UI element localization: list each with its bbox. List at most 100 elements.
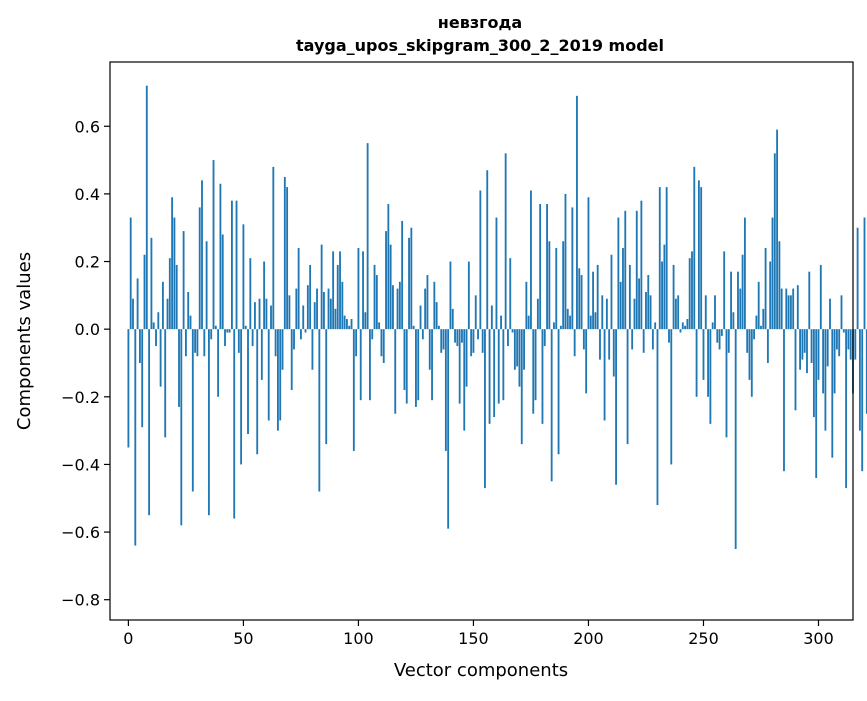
bar-204 [596, 264, 599, 330]
y-tick-label: 0.2 [75, 253, 100, 272]
bar-23 [180, 329, 183, 526]
bar-143 [456, 329, 459, 347]
bar-171 [520, 329, 523, 445]
bar-220 [633, 298, 636, 330]
bar-16 [164, 329, 167, 438]
bar-297 [810, 329, 813, 363]
bar-230 [656, 329, 659, 506]
bar-238 [674, 298, 677, 330]
bar-1 [129, 217, 132, 330]
bar-25 [184, 329, 187, 357]
y-tick-label: 0.0 [75, 320, 100, 339]
bar-256 [716, 329, 719, 343]
bar-209 [608, 329, 611, 360]
bar-245 [691, 251, 693, 330]
bar-214 [619, 281, 622, 330]
bar-49 [240, 329, 243, 465]
bar-270 [748, 329, 751, 380]
bar-142 [454, 329, 456, 343]
bar-229 [654, 322, 657, 330]
bar-202 [592, 271, 594, 330]
bar-272 [753, 329, 756, 340]
bar-311 [842, 329, 845, 333]
bar-78 [306, 285, 309, 330]
y-tick-label: 0.4 [75, 185, 100, 204]
bar-286 [785, 288, 788, 330]
bar-44 [228, 329, 231, 333]
bar-63 [272, 166, 275, 330]
bar-109 [378, 322, 381, 330]
bar-130 [426, 275, 429, 330]
bar-187 [557, 329, 560, 455]
y-tick-label: −0.2 [61, 388, 100, 407]
bar-195 [576, 95, 578, 330]
x-tick-label: 200 [573, 629, 604, 648]
bar-52 [247, 329, 249, 434]
bar-160 [495, 217, 498, 330]
bar-0 [127, 329, 130, 448]
bar-150 [472, 329, 475, 353]
bar-208 [605, 298, 608, 330]
bar-29 [194, 329, 197, 353]
bar-115 [392, 285, 394, 330]
x-tick-label: 250 [688, 629, 719, 648]
bar-111 [382, 329, 385, 363]
bar-300 [817, 329, 820, 380]
bar-320 [863, 217, 866, 330]
bar-40 [219, 183, 222, 330]
bar-47 [235, 200, 238, 330]
bar-89 [332, 251, 335, 330]
bar-166 [509, 258, 512, 330]
bar-306 [831, 329, 834, 458]
bar-4 [136, 278, 139, 330]
bar-216 [624, 210, 627, 330]
bar-87 [327, 288, 330, 330]
bar-9 [148, 329, 151, 516]
bar-162 [500, 315, 502, 330]
bar-170 [518, 329, 521, 387]
bar-184 [550, 329, 553, 482]
bar-98 [352, 329, 355, 451]
bar-185 [553, 322, 555, 330]
y-tick-label: −0.4 [61, 455, 100, 474]
bar-163 [502, 329, 505, 401]
bar-69 [286, 187, 289, 330]
bar-158 [490, 305, 493, 330]
bar-96 [348, 325, 351, 330]
bar-14 [159, 329, 162, 387]
bar-137 [442, 329, 445, 350]
bar-257 [718, 329, 721, 350]
bar-168 [513, 329, 516, 370]
bar-314 [849, 329, 852, 360]
bar-217 [626, 329, 629, 445]
bar-175 [530, 190, 532, 330]
bar-61 [267, 329, 270, 421]
bar-278 [766, 329, 769, 363]
bar-235 [668, 329, 670, 343]
bar-269 [746, 329, 749, 353]
bar-51 [244, 325, 247, 330]
bar-85 [323, 291, 325, 330]
bar-164 [504, 153, 507, 330]
bar-151 [474, 295, 477, 330]
bar-145 [461, 329, 463, 343]
bar-24 [182, 231, 185, 330]
bar-249 [700, 187, 703, 330]
bar-32 [201, 180, 203, 330]
bar-189 [562, 241, 565, 330]
bar-244 [688, 258, 691, 330]
bar-72 [293, 329, 295, 350]
bar-19 [171, 197, 174, 330]
bar-149 [470, 329, 473, 357]
bar-119 [401, 220, 404, 330]
bar-28 [191, 329, 194, 492]
bar-289 [792, 288, 795, 330]
bar-182 [546, 204, 548, 330]
bar-234 [665, 187, 668, 330]
bar-18 [168, 258, 171, 330]
bar-283 [778, 241, 781, 330]
bar-58 [260, 329, 263, 380]
bar-248 [697, 180, 700, 330]
bar-80 [311, 329, 314, 370]
